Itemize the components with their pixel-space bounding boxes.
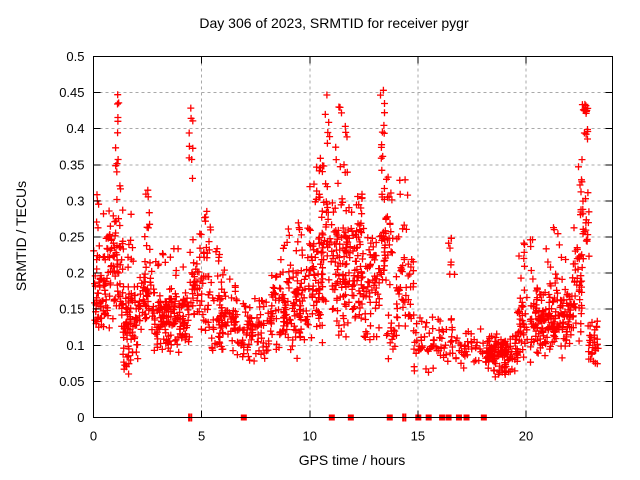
chart-title: Day 306 of 2023, SRMTID for receiver pyg… <box>199 15 469 31</box>
x-tick-label: 5 <box>198 429 205 444</box>
y-tick-label: 0.05 <box>59 374 84 389</box>
y-tick-label: 0.3 <box>66 193 84 208</box>
y-tick-label: 0.15 <box>59 302 84 317</box>
y-tick-label: 0.45 <box>59 85 84 100</box>
y-tick-label: 0.1 <box>66 338 84 353</box>
y-tick-label: 0.25 <box>59 230 84 245</box>
y-tick-label: 0.2 <box>66 266 84 281</box>
y-tick-label: 0.5 <box>66 49 84 64</box>
x-axis-label: GPS time / hours <box>298 452 406 468</box>
x-tick-label: 0 <box>90 429 97 444</box>
y-tick-label: 0.4 <box>66 121 84 136</box>
scatter-points <box>90 86 602 381</box>
x-tick-label: 15 <box>411 429 425 444</box>
y-tick-label: 0.35 <box>59 157 84 172</box>
x-tick-label: 10 <box>303 429 317 444</box>
y-tick-label: 0 <box>77 410 84 425</box>
x-tick-label: 20 <box>519 429 533 444</box>
